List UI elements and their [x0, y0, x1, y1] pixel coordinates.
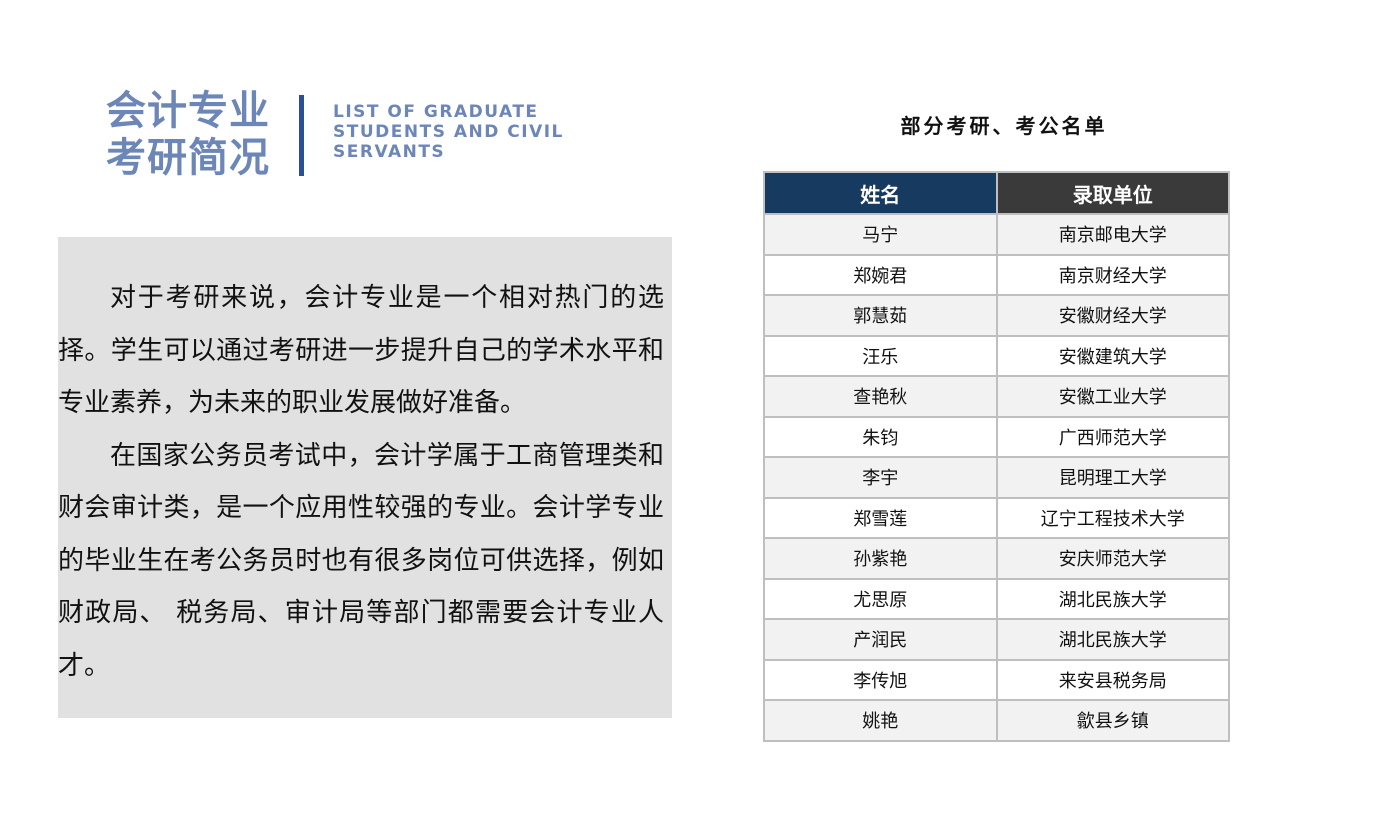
table-row: 郭慧茹 安徽财经大学 [763, 294, 1230, 337]
cell-name: 孙紫艳 [763, 537, 998, 580]
intro-paragraph: 在国家公务员考试中，会计学属于工商管理类和财会审计类，是一个应用性较强的专业。会… [58, 440, 664, 681]
table-row: 产润民 湖北民族大学 [763, 618, 1230, 661]
logo-title: 会计专业 考研简况 [106, 88, 286, 182]
table-row: 尤思原 湖北民族大学 [763, 577, 1230, 620]
cell-unit: 湖北民族大学 [995, 577, 1230, 620]
table-row: 马宁 南京邮电大学 [763, 213, 1230, 256]
cell-unit: 来安县税务局 [995, 658, 1230, 701]
cell-unit: 南京财经大学 [995, 253, 1230, 296]
cell-name: 朱钧 [763, 415, 998, 458]
table-row: 查艳秋 安徽工业大学 [763, 375, 1230, 418]
admission-table: 姓名 录取单位 马宁 南京邮电大学 郑婉君 南京财经大学 郭慧茹 安徽财经大学 汪乐 安徽建筑大… [763, 171, 1230, 742]
cell-unit: 昆明理工大学 [995, 456, 1230, 499]
cell-name: 姚艳 [763, 699, 998, 742]
table-row: 孙紫艳 安庆师范大学 [763, 537, 1230, 580]
cell-unit: 南京邮电大学 [995, 213, 1230, 256]
cell-unit: 安徽工业大学 [995, 375, 1230, 418]
cell-name: 产润民 [763, 618, 998, 661]
header-name: 姓名 [763, 171, 998, 215]
logo-line-2: 考研简况 [106, 135, 270, 181]
cell-name: 李传旭 [763, 658, 998, 701]
cell-name: 郭慧茹 [763, 294, 998, 337]
cell-name: 马宁 [763, 213, 998, 256]
cell-name: 汪乐 [763, 334, 998, 377]
logo-line-1: 会计专业 [106, 88, 270, 134]
cell-unit: 安庆师范大学 [995, 537, 1230, 580]
table-row: 郑婉君 南京财经大学 [763, 253, 1230, 296]
intro-paragraph: 对于考研来说，会计专业是一个相对热门的选择。学生可以通过考研进一步提升自己的学术… [58, 283, 664, 418]
table-row: 李传旭 来安县税务局 [763, 658, 1230, 701]
table-row: 汪乐 安徽建筑大学 [763, 334, 1230, 377]
intro-panel: 对于考研来说，会计专业是一个相对热门的选择。学生可以通过考研进一步提升自己的学术… [58, 237, 672, 718]
cell-unit: 安徽财经大学 [995, 294, 1230, 337]
cell-name: 李宇 [763, 456, 998, 499]
cell-unit: 广西师范大学 [995, 415, 1230, 458]
cell-name: 查艳秋 [763, 375, 998, 418]
cell-name: 郑婉君 [763, 253, 998, 296]
logo-divider [299, 95, 304, 176]
cell-unit: 湖北民族大学 [995, 618, 1230, 661]
table-row: 郑雪莲 辽宁工程技术大学 [763, 496, 1230, 539]
table-row: 姚艳 歙县乡镇 [763, 699, 1230, 742]
header-unit: 录取单位 [995, 171, 1230, 215]
cell-name: 尤思原 [763, 577, 998, 620]
cell-unit: 辽宁工程技术大学 [995, 496, 1230, 539]
table-row: 朱钧 广西师范大学 [763, 415, 1230, 458]
logo-subtitle: LIST OF GRADUATE STUDENTS AND CIVIL SERV… [333, 102, 564, 162]
cell-unit: 歙县乡镇 [995, 699, 1230, 742]
table-title: 部分考研、考公名单 [900, 114, 1108, 138]
cell-unit: 安徽建筑大学 [995, 334, 1230, 377]
cell-name: 郑雪莲 [763, 496, 998, 539]
table-row: 李宇 昆明理工大学 [763, 456, 1230, 499]
